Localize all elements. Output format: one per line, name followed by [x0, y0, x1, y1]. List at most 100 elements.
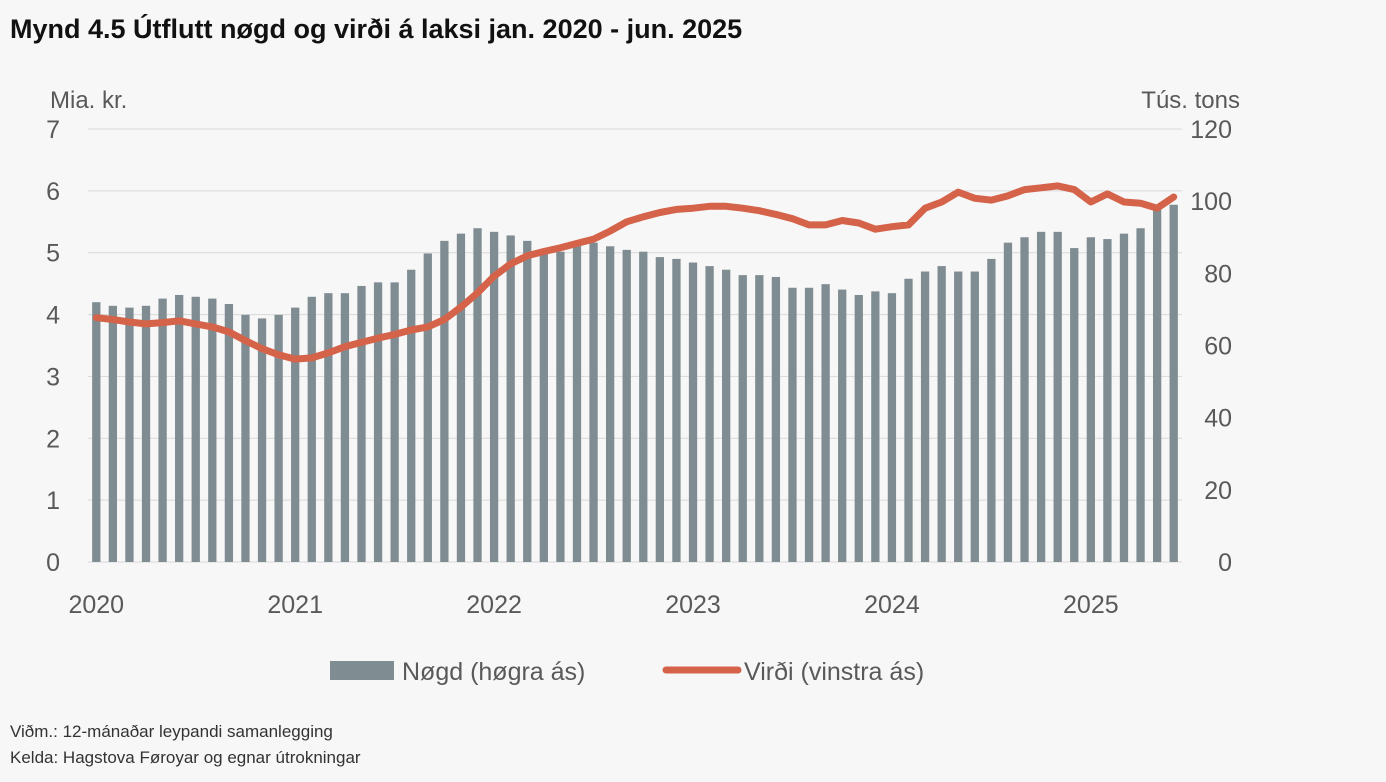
bar — [158, 298, 167, 562]
gridlines — [88, 128, 1182, 563]
bar — [390, 282, 399, 562]
bar — [1086, 237, 1095, 562]
y-right-tick-label: 60 — [1204, 333, 1232, 361]
bar — [307, 296, 316, 562]
bar — [722, 269, 731, 562]
bar — [257, 318, 267, 562]
bar — [655, 257, 665, 562]
bar — [456, 233, 466, 562]
bar — [937, 266, 946, 562]
bar — [1119, 233, 1129, 562]
y-left-tick-label: 4 — [46, 302, 60, 330]
bar — [572, 242, 582, 562]
bar — [1136, 228, 1145, 562]
bar — [489, 231, 499, 562]
bar — [1070, 248, 1079, 562]
bar — [987, 258, 996, 562]
bar — [887, 293, 897, 562]
bar — [738, 275, 747, 562]
bar — [175, 294, 184, 562]
line-series — [92, 182, 1178, 363]
chart-svg: 0 1 2 3 4 5 6 7 0 20 40 60 80 100 120 2020 2021 2022 2023 2… — [46, 87, 1240, 686]
bar — [788, 287, 797, 562]
bar — [688, 262, 698, 562]
legend-line-label: Virði (vinstra ás) — [744, 658, 924, 686]
bar-series — [92, 204, 1178, 563]
bar — [208, 298, 217, 562]
bar — [373, 282, 383, 562]
bar — [771, 276, 781, 562]
y-left-tick-label: 7 — [46, 116, 60, 144]
bar — [1003, 242, 1013, 562]
bar — [1169, 204, 1178, 562]
bar — [224, 304, 234, 562]
bar — [920, 271, 930, 562]
y-left-axis-label: Mia. kr. — [50, 87, 127, 114]
x-tick-label: 2022 — [466, 591, 522, 619]
bar — [407, 269, 416, 562]
bar — [871, 291, 880, 562]
y-left-tick-label: 6 — [46, 178, 60, 206]
y-left-tick-label: 1 — [46, 487, 60, 515]
bar — [191, 296, 200, 562]
bar — [340, 293, 350, 562]
bar — [821, 284, 830, 562]
bar — [291, 307, 300, 562]
bar — [605, 246, 615, 563]
y-right-tick-label: 120 — [1190, 116, 1232, 144]
bar — [854, 294, 863, 562]
legend: Nøgd (høgra ás) Virði (vinstra ás) — [330, 658, 924, 686]
bar — [755, 275, 764, 562]
bar — [274, 314, 283, 562]
x-tick-label: 2020 — [68, 591, 124, 619]
bar — [672, 258, 681, 562]
y-left-tick-label: 5 — [46, 240, 60, 268]
bar — [622, 249, 631, 563]
bar — [970, 271, 979, 562]
x-tick-label: 2021 — [267, 591, 323, 619]
bar — [506, 235, 515, 562]
legend-bar-label: Nøgd (høgra ás) — [402, 658, 585, 686]
note-source: Kelda: Hagstova Føroyar og egnar útrokni… — [10, 748, 361, 767]
y-left-tick-label: 0 — [46, 549, 60, 577]
bar — [556, 251, 565, 562]
bar — [523, 240, 532, 562]
bar — [440, 240, 449, 562]
y-right-axis-label: Tús. tons — [1141, 87, 1240, 114]
bar — [639, 251, 648, 562]
bar — [1103, 239, 1112, 562]
y-left-tick-label: 3 — [46, 363, 60, 391]
y-right-tick-label: 100 — [1190, 188, 1232, 216]
bar — [1020, 237, 1029, 562]
bar — [423, 253, 432, 563]
bar — [108, 305, 118, 562]
legend-bar-swatch — [330, 661, 394, 680]
y-right-tick-label: 20 — [1204, 477, 1232, 505]
bar — [589, 242, 598, 562]
bar — [904, 278, 913, 562]
bar — [539, 249, 548, 563]
note-method: Viðm.: 12-mánaðar leypandi samanlegging — [10, 722, 333, 741]
bar — [1053, 231, 1062, 562]
bar — [804, 287, 814, 562]
bar — [92, 302, 101, 562]
bar — [838, 289, 847, 562]
bar — [705, 266, 714, 562]
bar — [141, 305, 151, 562]
y-right-tick-label: 0 — [1218, 549, 1232, 577]
chart-title: Mynd 4.5 Útflutt nøgd og virði á laksi j… — [10, 14, 743, 44]
x-tick-label: 2025 — [1063, 591, 1119, 619]
y-right-tick-label: 40 — [1204, 405, 1232, 433]
bar — [1036, 231, 1046, 562]
bar — [125, 307, 134, 562]
bar — [954, 271, 963, 562]
y-left-tick-label: 2 — [46, 425, 60, 453]
axes: 0 1 2 3 4 5 6 7 0 20 40 60 80 100 120 2020 2021 2022 2023 2… — [46, 116, 1232, 619]
bar — [324, 293, 333, 562]
bar — [473, 228, 482, 562]
x-tick-label: 2023 — [665, 591, 721, 619]
x-tick-label: 2024 — [864, 591, 920, 619]
bar — [1152, 208, 1162, 562]
bar — [241, 314, 250, 562]
bar — [357, 285, 366, 562]
